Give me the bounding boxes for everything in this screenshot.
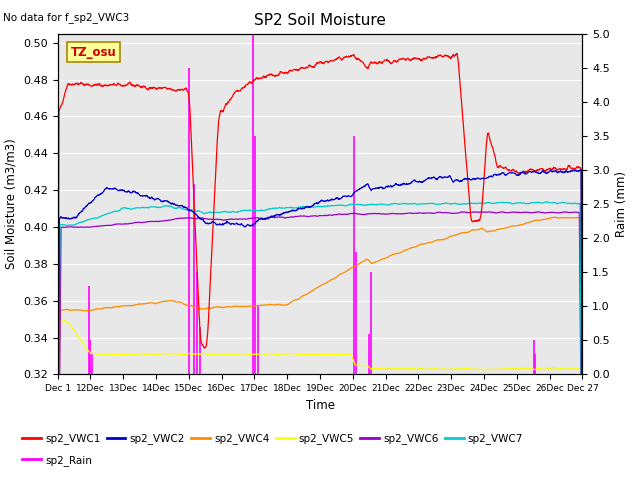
X-axis label: Time: Time [305, 399, 335, 412]
Y-axis label: Raim (mm): Raim (mm) [616, 171, 628, 237]
Legend: sp2_VWC1, sp2_VWC2, sp2_VWC4, sp2_VWC5, sp2_VWC6, sp2_VWC7: sp2_VWC1, sp2_VWC2, sp2_VWC4, sp2_VWC5, … [18, 429, 527, 448]
Title: SP2 Soil Moisture: SP2 Soil Moisture [254, 13, 386, 28]
Legend: sp2_Rain: sp2_Rain [18, 451, 96, 470]
Y-axis label: Soil Moisture (m3/m3): Soil Moisture (m3/m3) [4, 139, 17, 269]
Text: TZ_osu: TZ_osu [70, 46, 116, 59]
Text: No data for f_sp2_VWC3: No data for f_sp2_VWC3 [3, 12, 129, 23]
